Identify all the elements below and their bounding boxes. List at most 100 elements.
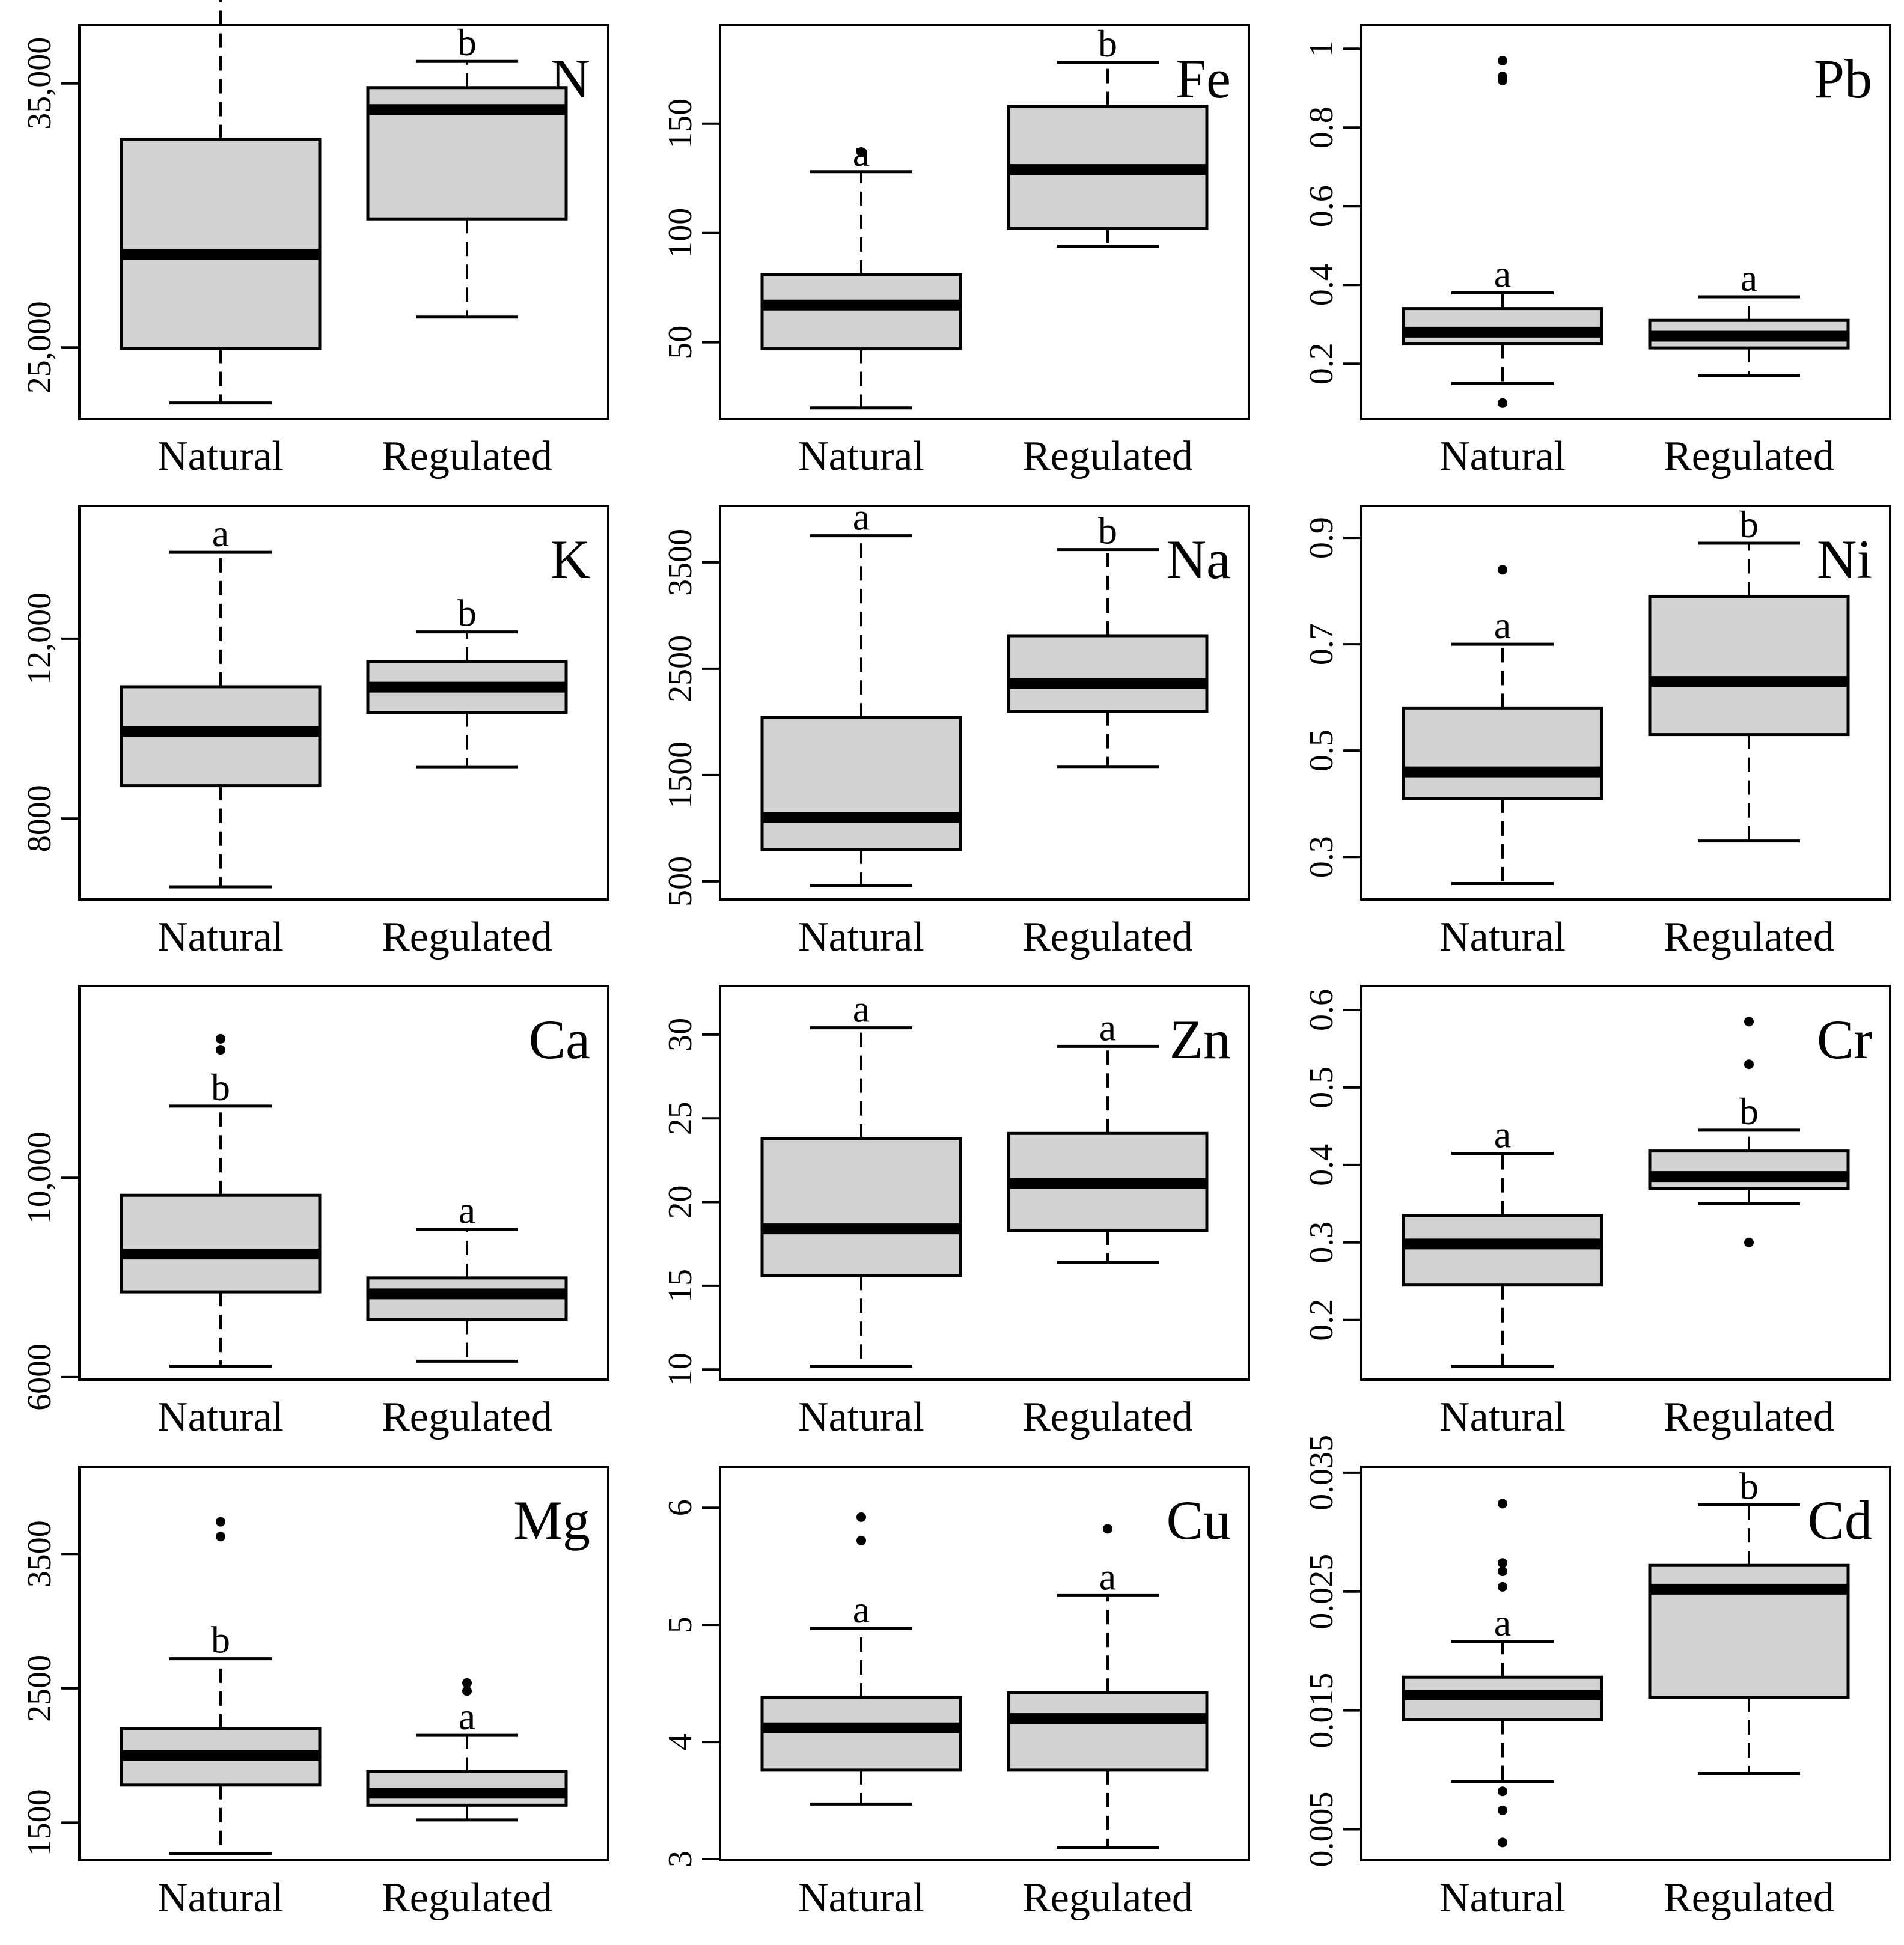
x-tick-label-regulated: Regulated — [1022, 1394, 1193, 1440]
x-tick-label-regulated: Regulated — [1022, 433, 1193, 479]
y-tick-label: 8000 — [21, 785, 58, 852]
panel-mg: 1500 2500 3500 Natural Regulated Mg b a — [21, 1466, 609, 1921]
panel-title: Mg — [513, 1490, 590, 1551]
y-tick-label: 15 — [662, 1269, 699, 1303]
y-tick-label: 4 — [662, 1733, 699, 1750]
x-tick-label-regulated: Regulated — [1664, 1394, 1834, 1440]
significance-letter: b — [211, 1619, 230, 1661]
x-tick-label-natural: Natural — [1439, 1394, 1566, 1440]
outlier-point — [1498, 1786, 1507, 1797]
x-tick-label-natural: Natural — [157, 433, 284, 479]
y-tick-label: 150 — [662, 99, 699, 149]
box-natural: a — [120, 0, 322, 405]
y-tick-label: 25,000 — [21, 301, 58, 394]
y-tick-label: 0.8 — [1303, 106, 1340, 148]
box-regulated: a — [1007, 1006, 1209, 1264]
iqr-box — [1402, 706, 1603, 800]
iqr-box — [1402, 307, 1603, 346]
box-regulated: b — [1007, 510, 1209, 769]
x-tick-label-natural: Natural — [1439, 1875, 1566, 1921]
box-natural: a — [120, 512, 322, 889]
significance-letter: b — [1739, 1464, 1759, 1507]
y-tick-label: 50 — [662, 326, 699, 359]
y-tick-label: 2500 — [662, 635, 699, 702]
outlier-point — [216, 1517, 225, 1527]
panel-title: Ni — [1817, 529, 1872, 590]
outlier-point — [1498, 1558, 1507, 1568]
y-tick-label: 1500 — [662, 741, 699, 809]
outlier-point — [462, 1686, 472, 1696]
outlier-point — [216, 1532, 225, 1542]
significance-letter: a — [1741, 257, 1757, 299]
y-tick-label: 1 — [1303, 40, 1340, 57]
panel-pb: 0.2 0.4 0.6 0.8 1 Natural Regulated Pb a a — [1303, 24, 1891, 479]
x-tick-label-natural: Natural — [798, 1875, 924, 1921]
outlier-point — [1498, 1837, 1507, 1848]
y-tick-label: 20 — [662, 1186, 699, 1219]
significance-letter: a — [1494, 1113, 1511, 1156]
x-tick-label-natural: Natural — [798, 914, 924, 960]
box-natural: a — [760, 988, 962, 1368]
box-regulated: a — [366, 1678, 568, 1822]
box-natural: b — [120, 1033, 322, 1368]
significance-letter: a — [853, 988, 870, 1030]
panel-k: 8000 12,000 Natural Regulated Ka b — [21, 505, 609, 960]
panel-cr: 0.2 0.3 0.4 0.5 0.6 Natural Regulated Cr a b — [1303, 985, 1891, 1440]
y-tick-label: 30 — [662, 1018, 699, 1052]
box-regulated: b — [1648, 1464, 1850, 1776]
panel-title: Cd — [1808, 1490, 1872, 1551]
panel-title: Ca — [529, 1009, 590, 1070]
panel-title: Cu — [1167, 1490, 1231, 1551]
x-tick-label-regulated: Regulated — [382, 1875, 552, 1921]
significance-letter: a — [1494, 604, 1511, 647]
panel-cd: 0.005 0.015 0.025 0.035 Natural Regulated Cd a b — [1303, 1435, 1891, 1921]
outlier-point — [1744, 1059, 1754, 1070]
box-natural: a — [1402, 565, 1603, 885]
significance-letter: a — [459, 1695, 475, 1738]
y-tick-label: 0.3 — [1303, 836, 1340, 878]
x-tick-label-natural: Natural — [157, 914, 284, 960]
y-tick-label: 10,000 — [21, 1131, 58, 1224]
box-regulated: b — [366, 21, 568, 319]
box-natural: a — [1402, 55, 1603, 408]
y-tick-label: 0.7 — [1303, 623, 1340, 665]
significance-letter: a — [1099, 1555, 1116, 1598]
y-tick-label: 0.2 — [1303, 342, 1340, 385]
y-tick-label: 500 — [662, 856, 699, 907]
significance-letter: b — [1098, 510, 1117, 552]
outlier-point — [856, 1535, 866, 1545]
outlier-point — [1498, 398, 1507, 408]
iqr-box — [760, 273, 962, 351]
y-tick-label: 6000 — [21, 1344, 58, 1411]
significance-letter: a — [1494, 1601, 1511, 1644]
y-tick-label: 0.4 — [1303, 264, 1340, 306]
x-tick-label-regulated: Regulated — [1022, 1875, 1193, 1921]
x-tick-label-natural: Natural — [1439, 914, 1566, 960]
significance-letter: b — [211, 1066, 230, 1109]
outlier-point — [1498, 1499, 1507, 1509]
significance-letter: a — [1494, 252, 1511, 295]
significance-letter: b — [1739, 503, 1759, 546]
iqr-box — [1648, 1149, 1850, 1190]
outlier-point — [1103, 1524, 1112, 1534]
y-tick-label: 100 — [662, 208, 699, 258]
outlier-point — [1498, 1566, 1507, 1577]
y-tick-label: 35,000 — [21, 37, 58, 130]
outlier-point — [1744, 1017, 1754, 1027]
outlier-point — [1498, 72, 1507, 82]
panel-title: K — [551, 529, 590, 590]
plot-frame — [1360, 24, 1891, 420]
significance-letter: a — [212, 512, 229, 555]
outlier-point — [216, 1033, 225, 1044]
y-tick-label: 0.035 — [1303, 1435, 1340, 1511]
panel-fe: 50 100 150 Natural Regulated Fe a b — [662, 22, 1250, 479]
y-tick-label: 3 — [662, 1851, 699, 1867]
y-tick-label: 25 — [662, 1101, 699, 1135]
iqr-box — [1648, 594, 1850, 737]
y-tick-label: 0.6 — [1303, 185, 1340, 227]
significance-letter: b — [1098, 22, 1117, 65]
outlier-point — [1498, 55, 1507, 65]
iqr-box — [760, 1137, 962, 1277]
panel-title: Zn — [1170, 1009, 1231, 1070]
box-natural: a — [760, 132, 962, 410]
